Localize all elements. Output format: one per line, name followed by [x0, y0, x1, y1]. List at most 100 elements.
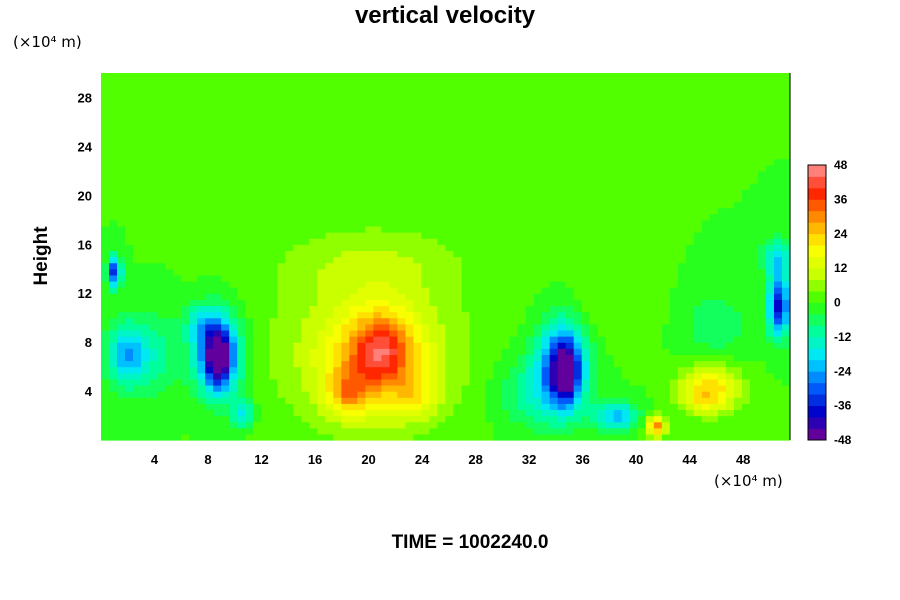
heatmap-cell [157, 134, 166, 141]
heatmap-cell [621, 342, 631, 349]
heatmap-cell [205, 354, 214, 362]
heatmap-cell [133, 378, 142, 386]
heatmap-cell [237, 91, 246, 99]
heatmap-cell [509, 207, 519, 215]
heatmap-cell [229, 244, 238, 251]
heatmap-cell [701, 164, 711, 172]
heatmap-cell [549, 207, 559, 215]
heatmap-cell [757, 342, 767, 349]
heatmap-cell [629, 152, 639, 160]
heatmap-cell [701, 103, 711, 111]
heatmap-cell [557, 262, 567, 270]
heatmap-cell [549, 299, 559, 307]
heatmap-cell [653, 415, 663, 423]
heatmap-cell [133, 97, 142, 105]
heatmap-cell [333, 85, 342, 92]
heatmap-cell [181, 170, 190, 178]
heatmap-cell [685, 207, 695, 215]
heatmap-cell [501, 403, 511, 411]
heatmap-cell [581, 421, 591, 429]
heatmap-cell [285, 207, 294, 215]
heatmap-cell [781, 409, 791, 417]
heatmap-cell [693, 317, 703, 325]
heatmap-cell [437, 433, 447, 441]
heatmap-cell [781, 115, 791, 123]
heatmap-cell [317, 342, 326, 349]
heatmap-cell [261, 91, 270, 99]
heatmap-cell [277, 384, 286, 392]
heatmap-cell [109, 354, 118, 362]
heatmap-cell [253, 366, 262, 374]
heatmap-cell [349, 391, 358, 398]
heatmap-cell [317, 323, 326, 331]
heatmap-cell [685, 427, 695, 435]
heatmap-cell [581, 348, 591, 355]
heatmap-cell [469, 427, 479, 435]
heatmap-cell [725, 348, 735, 355]
heatmap-cell [517, 274, 527, 282]
heatmap-cell [573, 225, 583, 233]
heatmap-cell [269, 274, 278, 282]
heatmap-cell [437, 280, 447, 288]
heatmap-cell [509, 274, 519, 282]
heatmap-cell [125, 170, 134, 178]
heatmap-cell [493, 140, 503, 147]
heatmap-cell [557, 97, 567, 105]
heatmap-cell [741, 348, 751, 355]
heatmap-cell [693, 91, 703, 99]
heatmap-cell [613, 391, 623, 398]
heatmap-cell [741, 164, 751, 172]
heatmap-cell [637, 91, 647, 99]
heatmap-cell [149, 195, 158, 203]
heatmap-cell [133, 354, 142, 362]
heatmap-cell [773, 97, 783, 105]
heatmap-cell [205, 268, 214, 276]
heatmap-cell [397, 201, 407, 209]
heatmap-cell [597, 225, 607, 233]
heatmap-cell [597, 103, 607, 111]
heatmap-cell [117, 391, 126, 398]
heatmap-cell [541, 152, 551, 160]
heatmap-cell [133, 366, 142, 374]
heatmap-cell [141, 415, 150, 423]
heatmap-cell [637, 183, 647, 190]
heatmap-cell [373, 384, 383, 392]
heatmap-cell [437, 207, 447, 215]
heatmap-cell [773, 342, 783, 349]
heatmap-cell [197, 256, 206, 264]
heatmap-cell [413, 244, 423, 251]
heatmap-cell [349, 183, 358, 190]
heatmap-cell [669, 256, 679, 264]
heatmap-cell [341, 372, 350, 380]
heatmap-cell [485, 280, 495, 288]
heatmap-cell [277, 201, 286, 209]
heatmap-cell [509, 372, 519, 380]
heatmap-cell [589, 415, 599, 423]
heatmap-cell [533, 329, 543, 337]
heatmap-cell [349, 232, 358, 239]
heatmap-cell [469, 232, 479, 239]
heatmap-cell [261, 378, 270, 386]
heatmap-cell [773, 176, 783, 184]
heatmap-cell [253, 115, 262, 123]
heatmap-cell [453, 274, 463, 282]
heatmap-cell [269, 378, 278, 386]
heatmap-cell [221, 268, 230, 276]
heatmap-cell [333, 317, 342, 325]
heatmap-cell [125, 311, 134, 319]
heatmap-cell [669, 232, 679, 239]
heatmap-cell [589, 207, 599, 215]
heatmap-cell [685, 140, 695, 147]
heatmap-cell [733, 280, 743, 288]
heatmap-cell [349, 427, 358, 435]
heatmap-cell [413, 207, 423, 215]
heatmap-cell [509, 280, 519, 288]
heatmap-cell [301, 366, 310, 374]
heatmap-cell [701, 293, 711, 300]
heatmap-cell [677, 183, 687, 190]
heatmap-cell [597, 170, 607, 178]
heatmap-cell [509, 250, 519, 258]
heatmap-cell [189, 183, 198, 190]
heatmap-cell [261, 274, 270, 282]
heatmap-cell [637, 336, 647, 343]
